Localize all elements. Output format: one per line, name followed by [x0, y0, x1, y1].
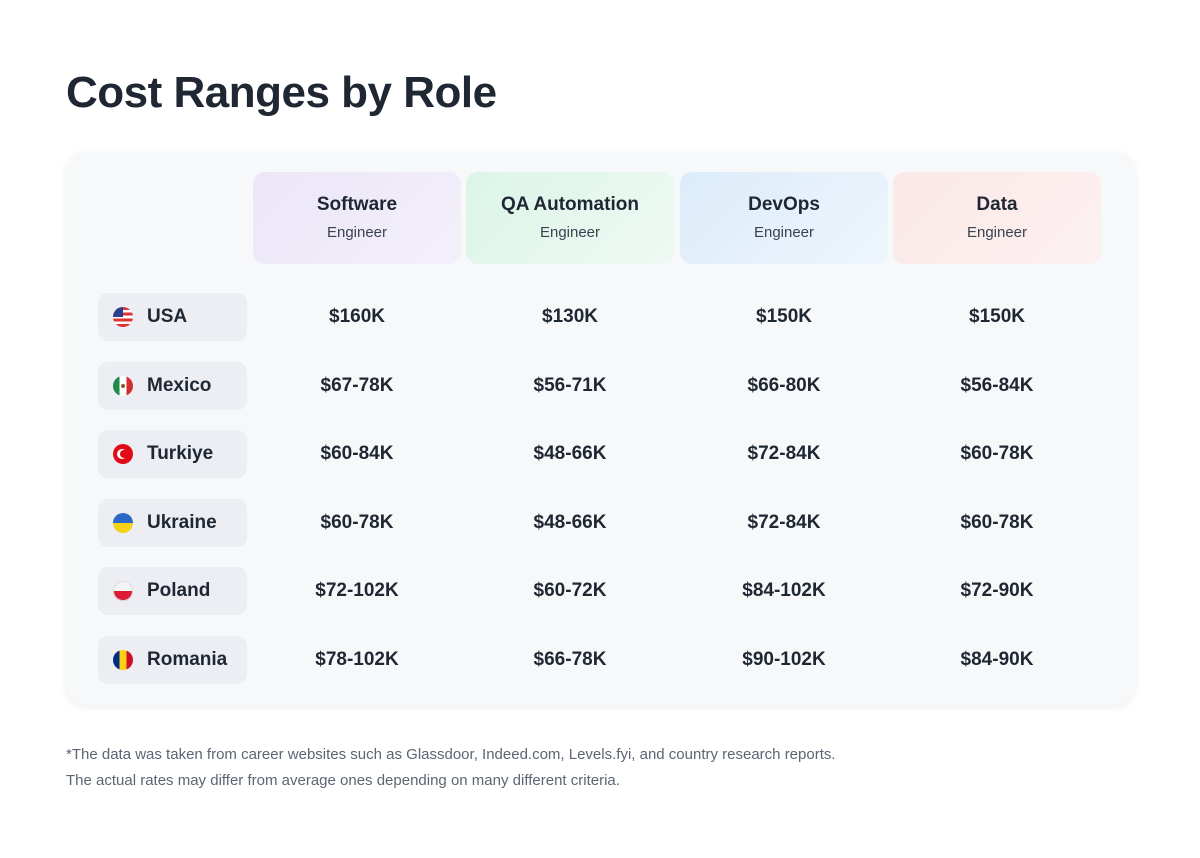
column-role: Data: [976, 194, 1018, 215]
table-cell: $60-78K: [960, 443, 1034, 464]
table-cell: $130K: [542, 306, 598, 327]
table-cell: $60-78K: [960, 512, 1034, 533]
country-name: USA: [147, 306, 188, 327]
turkey-flag-icon: [113, 444, 133, 464]
country-name: Ukraine: [147, 512, 217, 533]
mexico-flag-icon: [113, 376, 133, 396]
table-cell: $56-84K: [960, 375, 1034, 396]
page-title: Cost Ranges by Role: [66, 68, 497, 117]
column-header-devops: DevOps Engineer: [680, 172, 888, 264]
table-cell: $66-80K: [747, 375, 821, 396]
footnote-line: The actual rates may differ from average…: [66, 772, 620, 789]
country-name: Turkiye: [147, 443, 214, 464]
table-cell: $160K: [329, 306, 385, 327]
table-cell: $78-102K: [315, 649, 399, 670]
table-cell: $150K: [969, 306, 1025, 327]
table-cell: $66-78K: [533, 649, 607, 670]
column-header-software: Software Engineer: [253, 172, 461, 264]
row-label-poland: Poland: [98, 567, 247, 615]
ukraine-flag-icon: [113, 513, 133, 533]
usa-flag-icon: [113, 307, 133, 327]
table-cell: $60-84K: [320, 443, 394, 464]
table-cell: $72-84K: [747, 512, 821, 533]
column-subtitle: Engineer: [753, 224, 815, 241]
column-subtitle: Engineer: [539, 224, 601, 241]
row-label-ukraine: Ukraine: [98, 499, 247, 547]
table-cell: $48-66K: [533, 512, 607, 533]
table-cell: $48-66K: [533, 443, 607, 464]
table-cell: $72-90K: [960, 580, 1034, 601]
country-name: Romania: [147, 649, 228, 670]
column-header-qa-automation: QA Automation Engineer: [466, 172, 674, 264]
column-subtitle: Engineer: [966, 224, 1028, 241]
column-header-data: Data Engineer: [893, 172, 1101, 264]
table-cell: $90-102K: [742, 649, 826, 670]
row-label-mexico: Mexico: [98, 362, 247, 410]
table-cell: $150K: [756, 306, 812, 327]
column-role: QA Automation: [501, 194, 639, 215]
table-cell: $60-78K: [320, 512, 394, 533]
table-cell: $67-78K: [320, 375, 394, 396]
table-cell: $72-84K: [747, 443, 821, 464]
footnote: *The data was taken from career websites…: [66, 742, 836, 794]
romania-flag-icon: [113, 650, 133, 670]
table-cell: $84-102K: [742, 580, 826, 601]
column-subtitle: Engineer: [326, 224, 388, 241]
table-cell: $84-90K: [960, 649, 1034, 670]
row-label-romania: Romania: [98, 636, 247, 684]
cost-table: Software Engineer QA Automation Engineer…: [66, 152, 1135, 705]
table-cell: $72-102K: [315, 580, 399, 601]
poland-flag-icon: [113, 581, 133, 601]
row-label-turkiye: Turkiye: [98, 430, 247, 478]
country-name: Poland: [147, 580, 211, 601]
table-cell: $60-72K: [533, 580, 607, 601]
row-label-usa: USA: [98, 293, 247, 341]
country-name: Mexico: [147, 375, 212, 396]
table-cell: $56-71K: [533, 375, 607, 396]
column-role: DevOps: [748, 194, 820, 215]
footnote-line: *The data was taken from career websites…: [66, 746, 836, 763]
column-role: Software: [316, 194, 398, 215]
